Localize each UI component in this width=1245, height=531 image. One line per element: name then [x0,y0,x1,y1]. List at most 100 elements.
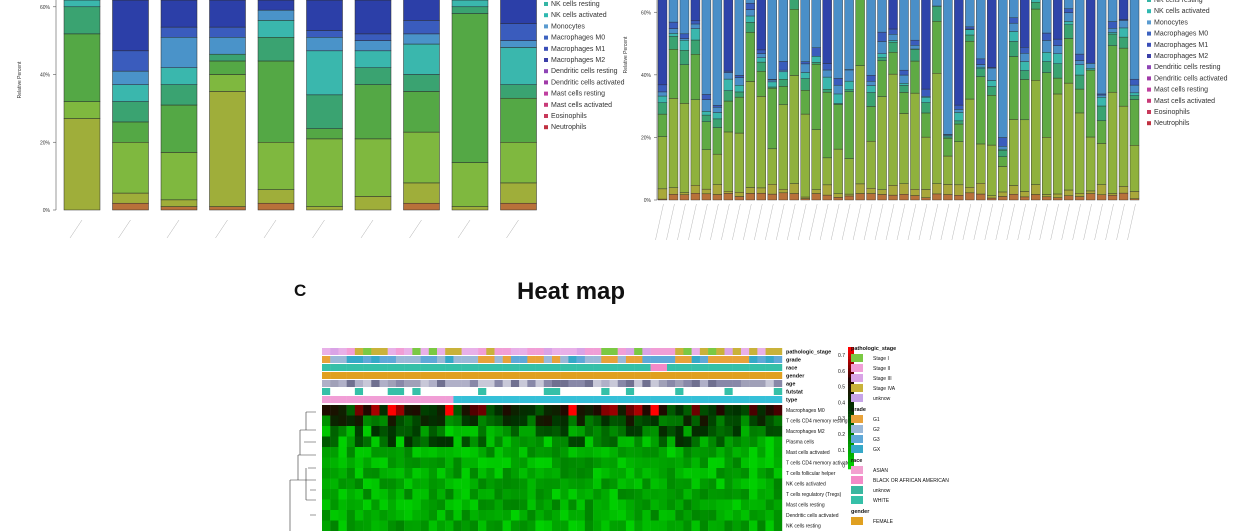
chart-b-y-tick-label: 40% [641,73,652,79]
chart-b-bar-segment [1074,196,1085,201]
chart-b-bar-top [1129,0,1140,80]
chart-b-bar-top [690,0,701,22]
chart-b-x-tick-label [819,203,829,241]
chart-b-bar-segment [899,194,909,201]
chart-b-bar-segment [1118,36,1129,49]
heatmap-annotation-cell [683,356,692,363]
heatmap-cell [773,457,783,469]
chart-b-bar-segment [789,183,799,194]
chart-a-legend-swatch [544,125,548,130]
heatmap-annotation-label: futstat [786,390,803,396]
heatmap-cell [437,426,446,437]
heatmap-annotation-cell [708,348,717,355]
heatmap-cell [486,426,495,437]
heatmap-cell [691,447,701,458]
heatmap-cell [667,405,676,416]
heatmap-annotation-cell [437,380,446,387]
heatmap-colorbar-tick: 0.6 [838,369,845,375]
heatmap-cell [519,478,528,490]
heatmap-annotation-cell [478,356,487,363]
heatmap-cell [568,415,577,427]
heatmap-cell [658,405,668,416]
heatmap-annotation-cell [379,364,388,371]
chart-b-bar-segment [745,2,755,10]
chart-b-bar-segment [976,64,986,68]
heatmap-annotation-cell [486,396,495,403]
chart-b-x-tick-label [918,203,928,241]
heatmap-legend-label: G2 [873,427,880,433]
heatmap-legend-label: Stage III [873,376,892,382]
heatmap-cell [371,457,380,469]
heatmap-annotation-cell [379,388,388,395]
heatmap-cell [527,426,536,437]
heatmap-cell [601,457,610,469]
heatmap-cell [354,426,364,437]
heatmap-cell [675,405,684,416]
heatmap-annotation-cell [683,364,692,371]
chart-b-bar-segment [679,194,690,201]
heatmap-cell [346,499,356,511]
heatmap-cell [461,447,471,458]
chart-a-bar-segment [354,84,392,140]
heatmap-cell [740,405,750,416]
heatmap-cell [625,415,635,427]
heatmap-cell [609,520,618,531]
heatmap-cell [667,499,676,511]
heatmap-cell [379,457,388,469]
heatmap-cell [658,520,668,531]
heatmap-cell [625,426,635,437]
chart-b-bar-segment [1129,145,1140,192]
heatmap-colorbar-segment [848,411,854,415]
heatmap-cell [395,415,405,427]
chart-b-bar-segment [800,61,810,65]
heatmap-annotation-cell [740,380,750,387]
heatmap-cell [478,405,487,416]
chart-b-bar-segment [965,187,975,194]
chart-b-x-tick-label [896,203,906,241]
heatmap-annotation-cell [601,380,610,387]
heatmap-annotation-cell [699,396,709,403]
heatmap-annotation-cell [412,356,421,363]
heatmap-annotation-cell [428,396,438,403]
heatmap-annotation-cell [453,356,462,363]
heatmap-annotation-cell [601,388,610,395]
heatmap-annotation-cell [650,396,659,403]
chart-b-bar-segment [976,66,986,69]
chart-a-legend-label: Eosinophils [551,113,587,120]
chart-b-bar-segment [1085,69,1096,138]
chart-a-y-axis-label: Relative Percent [17,61,23,98]
heatmap-cell [502,436,512,448]
heatmap-cell [724,457,733,469]
heatmap-annotation-cell [404,372,413,379]
chart-a-x-tick-label [69,219,83,239]
heatmap-cell [724,405,733,416]
chart-a-y-tick-label: 0% [43,208,51,214]
heatmap-annotation-cell [724,356,733,363]
heatmap-annotation-cell [387,388,397,395]
heatmap: pathologic_stagegraderacegenderagefutsta… [289,346,949,531]
heatmap-annotation-cell [437,348,446,355]
chart-b-bar-segment [965,26,975,30]
heatmap-annotation-cell [338,356,347,363]
heatmap-cell [691,510,701,521]
heatmap-annotation-cell [527,348,536,355]
heatmap-annotation-cell [642,388,651,395]
chart-b-bar-segment [910,39,920,46]
chart-b-x-tick-label [754,203,763,241]
heatmap-cell [617,499,627,511]
chart-a-bar-segment [112,50,149,72]
heatmap-cell [576,520,586,531]
heatmap-annotation-cell [494,348,503,355]
chart-b-bar-segment [921,189,931,198]
heatmap-cell [478,510,487,521]
chart-b-bar-segment [1052,197,1063,201]
heatmap-annotation-cell [708,372,717,379]
heatmap-cell [584,426,594,437]
heatmap-cell [420,510,429,521]
chart-a-bar-segment [209,0,246,28]
heatmap-cell [363,405,372,416]
heatmap-annotation-cell [683,348,692,355]
heatmap-cell [625,436,635,448]
chart-b-bar-segment [910,45,920,50]
heatmap-annotation-cell [658,396,668,403]
